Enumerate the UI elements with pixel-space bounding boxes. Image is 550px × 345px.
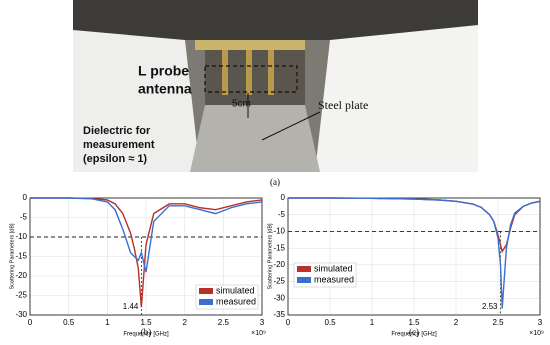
probe-rod: [268, 50, 274, 95]
probe-label: antenna: [138, 81, 192, 97]
dielectric-label: measurement: [83, 139, 155, 151]
x-tick-label: 0: [286, 318, 291, 327]
x-tick-label: 1: [105, 318, 110, 327]
x-tick-label: 0.5: [324, 318, 336, 327]
probe-box: [204, 65, 298, 93]
y-tick-label: -35: [273, 310, 285, 319]
x-multiplier: ×10⁹: [529, 330, 544, 337]
waveguide: [205, 40, 305, 105]
legend-label: measured: [314, 274, 354, 284]
distance-label: 5cm: [232, 99, 251, 110]
x-tick-label: 2: [182, 318, 187, 327]
y-tick-label: -20: [15, 271, 27, 280]
x-tick-label: 1: [370, 318, 375, 327]
dielectric-label: (epsilon ≈ 1): [83, 153, 147, 165]
plot-frame: [29, 197, 263, 316]
y-tick-label: -25: [273, 277, 285, 286]
y-tick-label: -5: [20, 213, 28, 222]
annotation-label: 1.44: [123, 302, 139, 311]
x-tick-label: 2.5: [492, 318, 504, 327]
x-axis-label: Frequency [GHz]: [123, 332, 169, 338]
caption: (b): [141, 327, 152, 337]
y-axis-label: Scattering Parameters [dB]: [267, 223, 273, 290]
caption: (c): [409, 327, 419, 337]
legend-swatch: [199, 288, 213, 294]
y-tick-label: -30: [15, 310, 27, 319]
antenna-mount: [195, 40, 305, 50]
y-tick-label: 0: [281, 193, 286, 202]
legend-label: measured: [216, 296, 256, 306]
y-axis-label: Scattering Parameters [dB]: [9, 223, 15, 290]
annotation-label: 2.53: [482, 302, 498, 311]
caption: (a): [270, 177, 280, 187]
x-tick-label: 3: [538, 318, 543, 327]
plot-frame: [287, 197, 541, 316]
y-tick-label: -30: [273, 293, 285, 302]
legend-swatch: [297, 277, 311, 283]
plate-arrow: [261, 111, 321, 141]
steel-plate: [190, 105, 320, 172]
x-tick-label: 0.5: [63, 318, 75, 327]
x-tick-label: 1.5: [140, 318, 152, 327]
y-tick-label: -15: [273, 243, 285, 252]
y-tick-label: -20: [273, 260, 285, 269]
dielectric-label: Dielectric for: [83, 125, 151, 137]
x-tick-label: 1.5: [408, 318, 420, 327]
y-tick-label: -10: [15, 232, 27, 241]
x-multiplier: ×10⁹: [251, 330, 266, 337]
probe-label: L probe: [138, 63, 189, 79]
series-line: [30, 197, 263, 273]
legend-label: simulated: [314, 263, 353, 273]
y-tick-label: -25: [15, 291, 27, 300]
series-line: [288, 197, 541, 309]
series-line: [30, 197, 263, 308]
x-tick-label: 0: [28, 318, 33, 327]
legend-swatch: [199, 299, 213, 305]
y-tick-label: -10: [273, 227, 285, 236]
x-axis-label: Frequency [GHz]: [391, 332, 437, 338]
y-tick-label: -15: [15, 252, 27, 261]
photo: L probe antenna 5cm Steel plate Dielectr…: [73, 0, 478, 172]
x-tick-label: 3: [260, 318, 265, 327]
y-tick-label: 0: [23, 193, 28, 202]
probe-rod: [246, 50, 252, 95]
plate-label: Steel plate: [318, 98, 368, 112]
x-tick-label: 2.5: [218, 318, 230, 327]
legend-label: simulated: [216, 285, 255, 295]
y-tick-label: -5: [278, 210, 286, 219]
foam-left: [73, 30, 200, 172]
foam-right: [315, 25, 478, 172]
x-tick-label: 2: [454, 318, 459, 327]
probe-rod: [222, 50, 228, 95]
legend-swatch: [297, 266, 311, 272]
